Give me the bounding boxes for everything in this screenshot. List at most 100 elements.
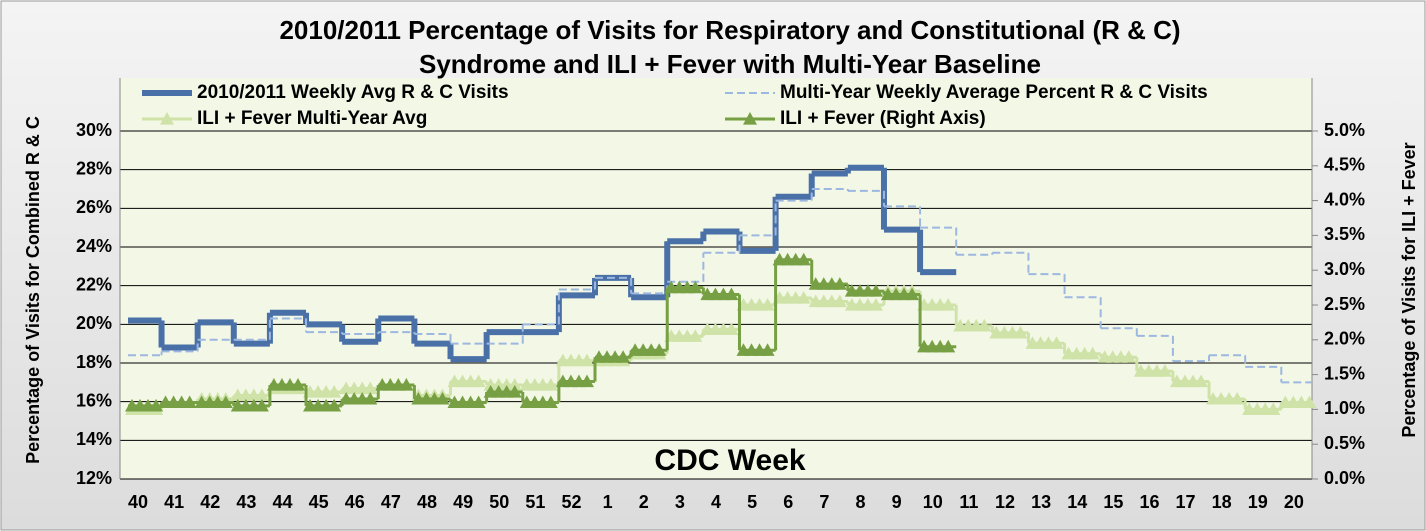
x-tick-label: 44 (273, 492, 293, 512)
marker (1049, 336, 1064, 349)
chart-title: Syndrome and ILI + Fever with Multi-Year… (419, 49, 1041, 79)
marker (543, 378, 558, 391)
y-tick-label: 12% (76, 468, 112, 488)
marker (1157, 364, 1172, 377)
x-tick-label: 40 (128, 492, 148, 512)
chart-title: 2010/2011 Percentage of Visits for Respi… (279, 15, 1180, 45)
x-tick-label: 11 (959, 492, 978, 512)
x-tick-label: 19 (1248, 492, 1268, 512)
marker (435, 391, 450, 405)
x-tick-label: 49 (453, 492, 473, 512)
marker (743, 112, 757, 125)
x-tick-label: 42 (200, 492, 220, 512)
marker (941, 298, 956, 311)
marker (1013, 325, 1028, 339)
x-tick-label: 3 (675, 492, 685, 512)
marker (1230, 391, 1245, 405)
x-tick-label: 13 (1031, 492, 1051, 512)
marker (688, 280, 703, 294)
legend-label: Multi-Year Weekly Average Percent R & C … (780, 82, 1208, 103)
marker (543, 395, 558, 409)
y2-tick-label: 1.5% (1324, 363, 1365, 383)
legend-label: 2010/2011 Weekly Avg R & C Visits (197, 82, 509, 103)
marker (832, 294, 847, 308)
marker (218, 395, 233, 409)
marker (399, 378, 414, 391)
marker (688, 329, 703, 342)
legend-label: ILI + Fever Multi-Year Avg (197, 108, 427, 129)
marker (724, 322, 739, 335)
marker (291, 378, 306, 391)
marker (254, 388, 269, 402)
marker (760, 298, 775, 311)
x-tick-label: 52 (561, 492, 581, 512)
marker (182, 395, 197, 409)
marker (1302, 395, 1317, 409)
marker (363, 381, 378, 395)
marker (579, 374, 594, 388)
marker (760, 343, 775, 356)
y2-tick-label: 1.0% (1324, 398, 1365, 418)
marker (832, 277, 847, 290)
x-tick-label: 17 (1176, 492, 1196, 512)
x-tick-label: 18 (1212, 492, 1232, 512)
x-axis-label: CDC Week (654, 444, 805, 477)
marker (1085, 346, 1100, 360)
y2-axis-label: Percentage of Visits for ILI + Fever (1399, 142, 1419, 437)
marker (507, 385, 522, 398)
marker (652, 343, 667, 356)
marker (471, 395, 486, 409)
plot-area (120, 78, 1312, 479)
x-tick-label: 6 (783, 492, 793, 512)
marker (941, 339, 956, 353)
marker (977, 318, 992, 332)
x-tick-label: 43 (236, 492, 256, 512)
y2-tick-label: 3.0% (1324, 259, 1365, 279)
x-tick-label: 15 (1103, 492, 1123, 512)
marker (868, 298, 883, 311)
y-tick-label: 30% (76, 120, 112, 140)
legend-label: ILI + Fever (Right Axis) (780, 108, 986, 129)
x-tick-label: 45 (309, 492, 329, 512)
y-tick-label: 28% (76, 158, 112, 178)
marker (327, 385, 342, 398)
x-tick-label: 41 (164, 492, 184, 512)
x-tick-label: 2 (639, 492, 649, 512)
marker (616, 350, 631, 363)
x-tick-label: 50 (489, 492, 509, 512)
x-tick-label: 51 (525, 492, 545, 512)
y-tick-label: 20% (76, 313, 112, 333)
x-tick-label: 5 (747, 492, 757, 512)
y2-tick-label: 5.0% (1324, 120, 1365, 140)
y2-tick-label: 0.0% (1324, 468, 1365, 488)
marker (905, 287, 920, 301)
y-tick-label: 14% (76, 429, 112, 449)
y-tick-label: 22% (76, 274, 112, 294)
marker (507, 378, 522, 391)
marker (796, 252, 811, 266)
x-tick-label: 4 (711, 492, 721, 512)
x-tick-label: 14 (1067, 492, 1087, 512)
marker (254, 398, 269, 412)
y2-tick-label: 4.0% (1324, 189, 1365, 209)
x-tick-label: 8 (855, 492, 865, 512)
x-tick-label: 7 (819, 492, 829, 512)
marker (363, 391, 378, 405)
x-tick-label: 9 (892, 492, 902, 512)
y-tick-label: 24% (76, 236, 112, 256)
marker (1194, 374, 1209, 388)
x-tick-label: 1 (603, 492, 613, 512)
x-tick-label: 10 (923, 492, 943, 512)
y-tick-label: 26% (76, 197, 112, 217)
x-tick-label: 12 (995, 492, 1015, 512)
marker (579, 353, 594, 367)
marker (724, 287, 739, 301)
y2-tick-label: 2.0% (1324, 329, 1365, 349)
marker (327, 398, 342, 412)
marker (1266, 402, 1281, 415)
y-tick-label: 18% (76, 352, 112, 372)
x-tick-label: 20 (1284, 492, 1304, 512)
marker (149, 398, 164, 412)
y2-tick-label: 0.5% (1324, 433, 1365, 453)
y2-tick-label: 4.5% (1324, 155, 1365, 175)
